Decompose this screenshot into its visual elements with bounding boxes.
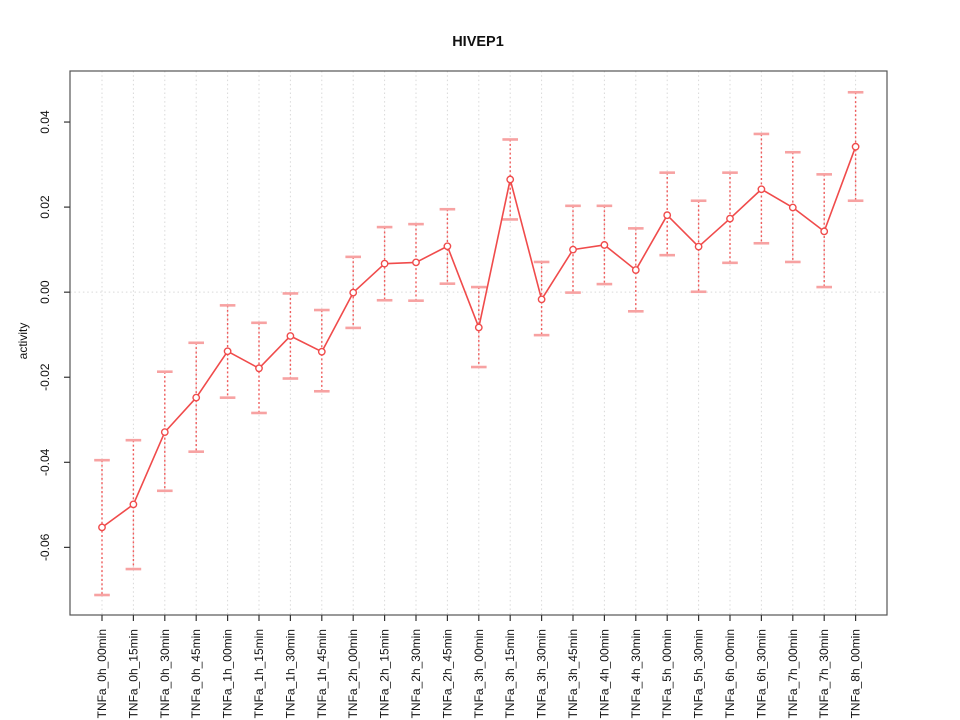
y-tick-label: 0.04 (38, 110, 52, 134)
data-point (223, 347, 232, 356)
x-tick-label: TNFa_0h_00min (95, 629, 109, 718)
data-point (788, 203, 797, 212)
y-axis-label: activity (16, 323, 30, 360)
data-point (192, 393, 201, 402)
data-point (757, 185, 766, 194)
x-tick-label: TNFa_0h_15min (126, 629, 140, 718)
x-tick-label: TNFa_1h_00min (221, 629, 235, 718)
data-point (506, 175, 515, 184)
x-tick-label: TNFa_3h_30min (535, 629, 549, 718)
x-tick-label: TNFa_6h_00min (723, 629, 737, 718)
x-tick-label: TNFa_6h_30min (754, 629, 768, 718)
data-point (286, 332, 295, 340)
chart-title: HIVEP1 (452, 34, 504, 50)
data-point (851, 142, 860, 151)
data-point (537, 295, 546, 304)
y-tick-label: -0.04 (38, 448, 52, 476)
data-point (443, 242, 452, 251)
x-tick-label: TNFa_4h_00min (597, 629, 611, 718)
axis-layer: 0.04 0.02 0.00 -0.02 -0.04 -0.06 TNFa_0h_00min… (38, 70, 888, 718)
data-point (255, 364, 263, 373)
x-tick-label: TNFa_2h_45min (440, 629, 454, 718)
x-tick-label: TNFa_0h_45min (189, 629, 203, 718)
data-point (98, 523, 106, 532)
y-tick-label: -0.06 (38, 533, 52, 561)
y-tick-label: 0.00 (38, 280, 52, 304)
x-tick-label: TNFa_1h_30min (283, 629, 297, 718)
data-point (600, 241, 609, 249)
x-tick-label: TNFa_4h_30min (629, 629, 643, 718)
data-point (317, 347, 326, 356)
series-layer (98, 142, 860, 532)
data-point (474, 323, 483, 332)
x-tick-label: TNFa_2h_00min (346, 629, 360, 718)
x-tick-label: TNFa_1h_15min (252, 629, 266, 718)
x-tick-label: TNFa_3h_00min (472, 629, 486, 718)
data-point (160, 428, 169, 437)
x-tick-label: TNFa_3h_15min (503, 629, 517, 718)
y-tick-label: 0.02 (38, 195, 52, 219)
x-tick-label: TNFa_7h_30min (817, 629, 831, 718)
data-point (663, 211, 672, 220)
x-tick-label: TNFa_8h_00min (849, 629, 863, 718)
x-tick-label: TNFa_0h_30min (158, 629, 172, 718)
grid-layer (70, 71, 887, 615)
data-point (129, 500, 138, 509)
x-tick-label: TNFa_2h_15min (378, 629, 392, 718)
data-point (569, 245, 577, 254)
data-point (412, 258, 420, 267)
data-point (694, 242, 703, 251)
x-tick-label: TNFa_3h_45min (566, 629, 580, 718)
data-point (349, 288, 358, 297)
data-point (380, 259, 389, 268)
x-tick-label: TNFa_5h_30min (692, 629, 706, 718)
data-point (726, 214, 734, 223)
x-tick-label: TNFa_7h_00min (786, 629, 800, 718)
data-point (631, 266, 640, 274)
data-point (820, 227, 829, 236)
y-tick-label: -0.02 (38, 363, 52, 391)
x-tick-label: TNFa_1h_45min (315, 629, 329, 718)
x-tick-label: TNFa_5h_00min (660, 629, 674, 718)
x-tick-label: TNFa_2h_30min (409, 629, 423, 718)
